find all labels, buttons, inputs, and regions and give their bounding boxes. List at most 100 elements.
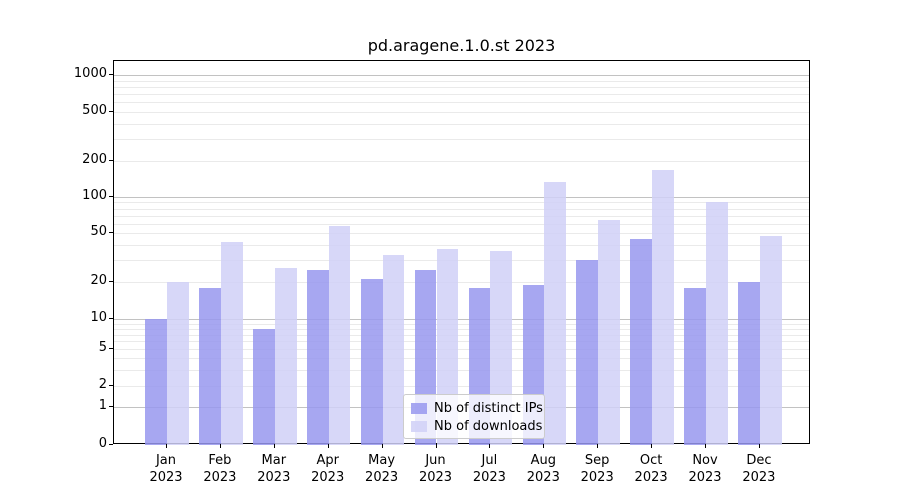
bar-ips-oct <box>630 238 653 445</box>
y-tick-label-200: 200 <box>82 152 107 167</box>
x-tick-label-aug: Aug 2023 <box>526 453 560 485</box>
x-tick-label-jul: Jul 2023 <box>472 453 506 485</box>
x-tick-mark <box>651 444 653 448</box>
x-tick-label-jan: Jan 2023 <box>149 453 183 485</box>
x-tick-mark <box>381 444 383 448</box>
y-tick-mark <box>109 318 113 319</box>
gridline-300 <box>114 139 809 141</box>
legend-row-downloads: Nb of downloads <box>411 418 542 435</box>
bar-ips-nov <box>684 287 706 445</box>
bar-ips-feb <box>199 287 221 445</box>
bar-ips-may <box>360 279 383 445</box>
y-tick-mark <box>109 196 113 197</box>
y-tick-label-500: 500 <box>82 103 107 118</box>
x-tick-label-feb: Feb 2023 <box>203 453 237 485</box>
gridline-10 <box>114 319 809 320</box>
x-tick-label-dec: Dec 2023 <box>742 453 776 485</box>
gridline-200 <box>114 161 809 162</box>
bar-downloads-dec <box>759 236 782 445</box>
bar-ips-apr <box>306 270 329 445</box>
y-tick-label-10: 10 <box>90 310 107 325</box>
x-tick-label-apr: Apr 2023 <box>311 453 345 485</box>
y-tick-label-50: 50 <box>90 224 107 239</box>
y-tick-mark <box>109 385 113 386</box>
gridline-600 <box>114 102 809 104</box>
legend-row-ips: Nb of distinct IPs <box>411 400 543 417</box>
gridline-50 <box>114 233 809 234</box>
bar-downloads-mar <box>274 267 297 445</box>
gridline-5 <box>114 349 809 351</box>
y-tick-label-1000: 1000 <box>73 66 107 81</box>
x-tick-mark <box>273 444 275 448</box>
gridline-2 <box>114 386 809 387</box>
y-tick-mark <box>109 348 113 350</box>
bar-downloads-jan <box>167 282 189 445</box>
y-tick-mark <box>109 74 113 75</box>
bar-ips-sep <box>576 260 599 445</box>
bar-downloads-apr <box>328 226 351 445</box>
x-tick-mark <box>219 444 221 448</box>
y-tick-mark <box>109 281 113 282</box>
bar-downloads-may <box>382 255 405 445</box>
y-tick-mark <box>109 406 113 407</box>
legend-label-ips: Nb of distinct IPs <box>434 401 543 416</box>
legend-swatch-ips <box>411 403 427 414</box>
legend-label-downloads: Nb of downloads <box>434 419 543 434</box>
y-tick-label-20: 20 <box>90 273 107 288</box>
x-tick-label-nov: Nov 2023 <box>688 453 722 485</box>
gridline-70 <box>114 215 809 217</box>
x-tick-mark <box>435 444 437 448</box>
gridline-400 <box>114 123 809 125</box>
gridline-700 <box>114 94 809 96</box>
y-tick-label-5: 5 <box>98 340 107 356</box>
y-tick-mark <box>109 232 113 233</box>
gridline-4 <box>114 358 809 360</box>
gridline-6 <box>114 341 809 343</box>
gridline-900 <box>114 80 809 82</box>
gridline-20 <box>114 282 809 283</box>
gridline-40 <box>114 244 809 246</box>
bar-downloads-feb <box>220 242 243 445</box>
gridline-800 <box>114 86 809 88</box>
plot-area: Nb of distinct IPs Nb of downloads <box>113 60 810 445</box>
gridline-60 <box>114 223 809 225</box>
legend-swatch-downloads <box>411 421 427 432</box>
gridline-7 <box>114 334 809 336</box>
x-tick-label-mar: Mar 2023 <box>257 453 291 485</box>
y-tick-label-2: 2 <box>98 377 107 392</box>
bar-downloads-aug <box>544 182 567 445</box>
bar-downloads-oct <box>652 170 674 445</box>
gridline-30 <box>114 260 809 262</box>
x-tick-mark <box>705 444 706 448</box>
y-tick-mark <box>109 111 113 112</box>
x-tick-label-may: May 2023 <box>365 453 399 485</box>
x-tick-mark <box>543 444 545 448</box>
bar-ips-jan <box>145 319 167 445</box>
gridline-9 <box>114 323 809 325</box>
gridline-90 <box>114 202 809 204</box>
x-tick-mark <box>327 444 329 448</box>
bar-ips-dec <box>738 282 760 445</box>
y-tick-label-0: 0 <box>98 435 107 451</box>
gridline-100 <box>114 197 809 198</box>
gridline-1000 <box>114 75 809 76</box>
x-tick-mark <box>597 444 599 448</box>
y-tick-mark <box>109 443 113 445</box>
bar-downloads-nov <box>706 202 728 445</box>
gridline-8 <box>114 328 809 330</box>
x-tick-mark <box>489 444 491 448</box>
x-tick-label-sep: Sep 2023 <box>580 453 614 485</box>
legend: Nb of distinct IPs Nb of downloads <box>403 394 545 439</box>
bar-downloads-sep <box>598 220 620 445</box>
x-tick-label-jun: Jun 2023 <box>418 453 453 485</box>
y-tick-mark <box>109 160 113 161</box>
gridline-3 <box>114 369 809 371</box>
bar-ips-mar <box>253 328 275 445</box>
y-tick-label-1: 1 <box>98 398 107 413</box>
x-tick-mark <box>758 444 760 448</box>
gridline-80 <box>114 208 809 210</box>
y-tick-label-100: 100 <box>82 188 107 203</box>
x-tick-mark <box>166 444 167 448</box>
x-tick-label-oct: Oct 2023 <box>634 453 668 485</box>
